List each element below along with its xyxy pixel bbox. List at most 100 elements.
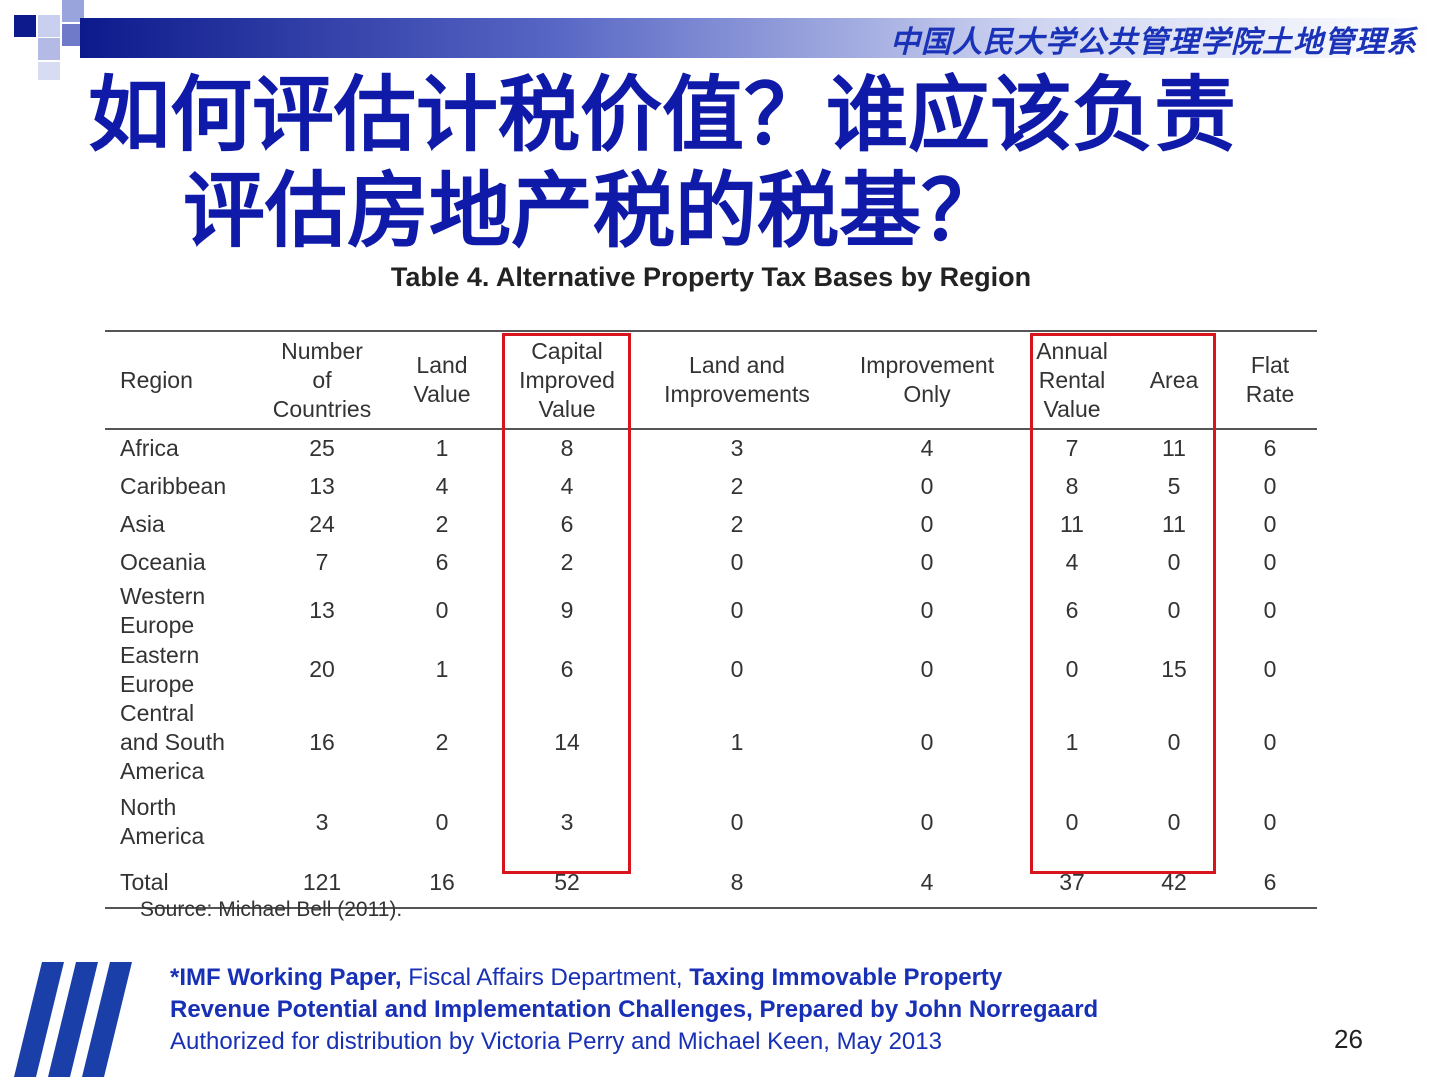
footer-paper-type: *IMF Working Paper, xyxy=(170,964,402,991)
decor-square xyxy=(38,62,60,80)
value-cell: 6 xyxy=(1263,435,1277,461)
value-cell: 11 xyxy=(1162,435,1186,461)
value-cell: 0 xyxy=(1167,808,1181,835)
value-cell: 0 xyxy=(1263,656,1277,682)
table-row: Western Europe 13 0 9 0 0 6 0 0 xyxy=(105,581,1317,640)
column-header: Land and Improvements xyxy=(664,352,810,407)
value-cell: 1 xyxy=(435,435,449,461)
value-cell: 1 xyxy=(1065,729,1079,755)
value-cell: 0 xyxy=(1263,729,1277,755)
value-cell: 8 xyxy=(560,435,574,461)
value-cell: 0 xyxy=(1167,729,1181,755)
value-cell: 1 xyxy=(435,656,449,682)
value-cell: 0 xyxy=(920,597,934,623)
column-header: Number of Countries xyxy=(272,337,372,422)
value-cell: 0 xyxy=(1065,656,1079,682)
region-cell: Africa xyxy=(120,435,179,461)
value-cell: 2 xyxy=(435,510,449,537)
value-cell: 0 xyxy=(435,808,449,835)
table-header-row: Region Number of Countries Land Value Capital I… xyxy=(105,331,1317,429)
value-cell: 6 xyxy=(1263,869,1277,895)
value-cell: 16 xyxy=(429,869,455,895)
value-cell: 1 xyxy=(730,729,744,755)
table-row: Asia 24 2 6 2 0 11 11 0 xyxy=(105,505,1317,543)
table-source: Source: Michael Bell (2011). xyxy=(140,898,403,921)
value-cell: 0 xyxy=(1167,597,1181,623)
column-header: Capital Improved Value xyxy=(519,337,615,422)
value-cell: 7 xyxy=(1065,435,1079,461)
region-cell: North America xyxy=(120,794,205,849)
highlight-rental-area xyxy=(1030,333,1216,874)
value-cell: 0 xyxy=(435,597,449,623)
title-line-1: 如何评估计税价值？谁应该负责 xyxy=(88,68,1237,163)
value-cell: 24 xyxy=(309,510,335,537)
value-cell: 2 xyxy=(435,729,449,755)
region-cell: Eastern Europe xyxy=(120,641,200,697)
value-cell: 14 xyxy=(554,729,580,755)
region-cell: Asia xyxy=(120,510,165,537)
value-cell: 0 xyxy=(730,548,744,575)
region-cell: Central and South America xyxy=(120,700,225,784)
value-cell: 5 xyxy=(1167,472,1181,499)
value-cell: 0 xyxy=(1263,597,1277,623)
header-organization: 中国人民大学公共管理学院土地管理系 xyxy=(890,25,1417,60)
region-cell: Total xyxy=(120,869,169,895)
page-number: 26 xyxy=(1334,1024,1363,1054)
header-band xyxy=(80,18,1430,58)
value-cell: 0 xyxy=(730,656,744,682)
value-cell: 3 xyxy=(560,808,574,835)
value-cell: 0 xyxy=(1263,510,1277,537)
value-cell: 0 xyxy=(920,472,934,499)
value-cell: 0 xyxy=(730,597,744,623)
value-cell: 11 xyxy=(1162,510,1186,537)
university-logo xyxy=(14,962,132,1077)
value-cell: 13 xyxy=(309,597,335,623)
table-row: Caribbean 13 4 4 2 0 8 5 0 xyxy=(105,467,1317,505)
value-cell: 0 xyxy=(1263,472,1277,499)
value-cell: 3 xyxy=(730,435,744,461)
value-cell: 0 xyxy=(920,656,934,682)
table-row: Oceania 7 6 2 0 0 4 0 0 xyxy=(105,543,1317,581)
value-cell: 25 xyxy=(309,435,335,461)
value-cell: 0 xyxy=(1167,548,1181,575)
value-cell: 2 xyxy=(730,510,744,537)
value-cell: 0 xyxy=(920,808,934,835)
decor-square xyxy=(62,24,84,46)
footer-paper-title: Taxing Immovable Property xyxy=(689,964,1003,991)
value-cell: 0 xyxy=(920,729,934,755)
value-cell: 4 xyxy=(920,435,934,461)
footer-department: Fiscal Affairs Department, xyxy=(401,964,690,991)
column-header: Area xyxy=(1149,366,1199,393)
table-row: North America 3 0 3 0 0 0 0 0 xyxy=(105,786,1317,858)
value-cell: 20 xyxy=(309,656,335,682)
table-row: Africa 25 1 8 3 4 7 11 6 xyxy=(105,429,1317,467)
value-cell: 6 xyxy=(560,656,574,682)
value-cell: 0 xyxy=(1263,808,1277,835)
column-header: Improvement Only xyxy=(859,352,995,407)
decor-square xyxy=(38,15,60,37)
column-header: Land Value xyxy=(413,352,471,407)
value-cell: 0 xyxy=(920,510,934,537)
decor-square xyxy=(62,0,84,22)
title-line-2: 评估房地产税的税基？ xyxy=(183,164,1004,259)
value-cell: 13 xyxy=(309,472,335,499)
value-cell: 7 xyxy=(315,548,329,575)
value-cell: 16 xyxy=(309,729,335,755)
slide-title: 如何评估计税价值？谁应该负责 评估房地产税的税基？ xyxy=(88,68,1388,260)
value-cell: 11 xyxy=(1060,510,1084,537)
value-cell: 9 xyxy=(560,597,574,623)
column-header: Flat Rate xyxy=(1245,352,1295,407)
decor-square xyxy=(38,38,60,60)
table-body: Africa 25 1 8 3 4 7 11 6 Caribbean 13 4 4 2 0 8 5 0 Asia 24… xyxy=(105,429,1317,908)
decor-square xyxy=(14,15,36,37)
value-cell: 2 xyxy=(560,548,574,575)
table-row: Eastern Europe 20 1 6 0 0 0 15 0 xyxy=(105,640,1317,699)
region-cell: Oceania xyxy=(120,548,206,575)
value-cell: 4 xyxy=(560,472,574,499)
value-cell: 8 xyxy=(1065,472,1079,499)
value-cell: 6 xyxy=(1065,597,1079,623)
value-cell: 0 xyxy=(1263,548,1277,575)
value-cell: 6 xyxy=(435,548,449,575)
footer-line-3: Authorized for distribution by Victoria … xyxy=(170,1028,942,1055)
value-cell: 6 xyxy=(560,510,574,537)
